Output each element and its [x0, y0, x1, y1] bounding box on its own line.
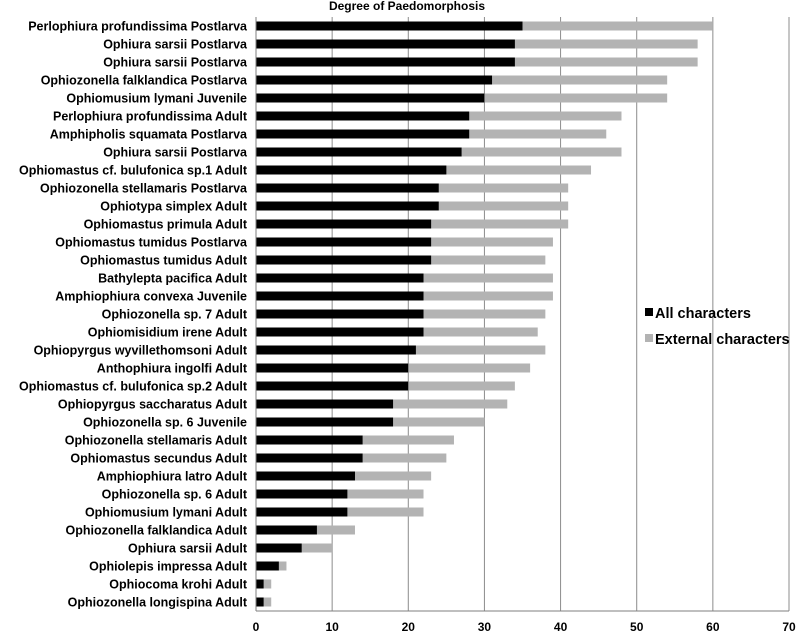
- bar-all-characters: [256, 489, 348, 499]
- category-label: Perlophiura profundissima Postlarva: [28, 20, 248, 34]
- bar-all-characters: [256, 237, 432, 247]
- bar-all-characters: [256, 543, 302, 553]
- category-label: Ophiomusium lymani Adult: [85, 506, 248, 520]
- category-label: Ophiura sarsii Postlarva: [103, 38, 248, 52]
- bar-all-characters: [256, 165, 447, 175]
- bar-all-characters: [256, 363, 409, 373]
- bar-all-characters: [256, 309, 424, 319]
- category-label: Ophiomastus cf. bulufonica sp.1 Adult: [19, 164, 248, 178]
- category-label: Ophiozonella sp. 6 Adult: [102, 488, 248, 502]
- bar-all-characters: [256, 525, 317, 535]
- category-label: Ophiolepis impressa Adult: [89, 560, 248, 574]
- x-tick-label: 70: [782, 620, 796, 634]
- category-label: Amphipholis squamata Postlarva: [50, 128, 248, 142]
- category-label: Ophiozonella sp. 7 Adult: [102, 308, 248, 322]
- bar-all-characters: [256, 21, 523, 31]
- bar-all-characters: [256, 111, 470, 121]
- bar-all-characters: [256, 327, 424, 337]
- category-label: Amphiophiura convexa Juvenile: [55, 290, 247, 304]
- legend-label-external-characters: External characters: [655, 332, 790, 348]
- category-label: Ophiura sarsii Postlarva: [103, 56, 248, 70]
- bar-all-characters: [256, 435, 363, 445]
- category-label: Ophiotypa simplex Adult: [100, 200, 248, 214]
- bar-all-characters: [256, 147, 462, 157]
- category-label: Ophiomastus tumidus Postlarva: [55, 236, 248, 250]
- legend: All characters External characters: [645, 306, 790, 348]
- category-label: Ophiocoma krohi Adult: [109, 578, 248, 592]
- category-label: Ophiozonella stellamaris Adult: [65, 434, 248, 448]
- category-label: Ophiomastus secundus Adult: [70, 452, 247, 466]
- bar-all-characters: [256, 129, 470, 139]
- category-label: Anthophiura ingolfi Adult: [97, 362, 248, 376]
- x-tick-label: 30: [478, 620, 492, 634]
- category-label: Ophiura sarsii Postlarva: [103, 146, 248, 160]
- bar-all-characters: [256, 183, 439, 193]
- bar-all-characters: [256, 399, 394, 409]
- x-tick-label: 10: [325, 620, 339, 634]
- x-tick-label: 60: [706, 620, 720, 634]
- category-label: Ophiomisidium irene Adult: [88, 326, 248, 340]
- category-label: Ophiura sarsii Adult: [128, 542, 248, 556]
- bar-all-characters: [256, 417, 394, 427]
- category-labels: Perlophiura profundissima Postlarva Ophiu…: [19, 20, 248, 610]
- bar-all-characters: [256, 291, 424, 301]
- legend-swatch-external-characters: [645, 334, 653, 342]
- category-label: Ophiozonella sp. 6 Juvenile: [83, 416, 247, 430]
- bar-all-characters: [256, 507, 348, 517]
- bar-all-characters: [256, 579, 264, 589]
- bar-all-characters: [256, 75, 493, 85]
- x-tick-labels: 0 10 20 30 40 50 60 70: [253, 620, 796, 634]
- bar-all-characters: [256, 219, 432, 229]
- x-tick-label: 50: [630, 620, 644, 634]
- category-label: Ophiozonella longispina Adult: [68, 596, 248, 610]
- x-tick-label: 0: [253, 620, 260, 634]
- category-label: Ophiozonella falklandica Adult: [65, 524, 247, 538]
- x-tick-label: 40: [554, 620, 568, 634]
- bar-all-characters: [256, 273, 424, 283]
- category-label: Ophiomusium lymani Juvenile: [66, 92, 247, 106]
- category-label: Amphiophiura latro Adult: [97, 470, 248, 484]
- x-tick-label: 20: [402, 620, 416, 634]
- chart-title: Degree of Paedomorphosis: [329, 0, 485, 13]
- category-label: Ophiomastus cf. bulufonica sp.2 Adult: [19, 380, 248, 394]
- bar-all-characters: [256, 39, 515, 49]
- legend-swatch-all-characters: [645, 308, 653, 316]
- bar-all-characters: [256, 453, 363, 463]
- bar-all-characters: [256, 561, 279, 571]
- legend-label-all-characters: All characters: [655, 306, 751, 322]
- bar-all-characters: [256, 345, 416, 355]
- category-label: Ophiozonella falklandica Postlarva: [41, 74, 248, 88]
- category-label: Ophiozonella stellamaris Postlarva: [40, 182, 248, 196]
- bar-all-characters: [256, 57, 515, 67]
- bar-all-characters: [256, 471, 355, 481]
- category-label: Ophiopyrgus saccharatus Adult: [58, 398, 248, 412]
- category-label: Ophiopyrgus wyvillethomsoni Adult: [34, 344, 248, 358]
- bar-all-characters: [256, 597, 264, 607]
- bars: [256, 21, 713, 607]
- bar-all-characters: [256, 255, 432, 265]
- category-label: Ophiomastus tumidus Adult: [80, 254, 248, 268]
- bar-all-characters: [256, 201, 439, 211]
- category-label: Ophiomastus primula Adult: [84, 218, 248, 232]
- bar-all-characters: [256, 93, 485, 103]
- category-label: Perlophiura profundissima Adult: [53, 110, 248, 124]
- bar-all-characters: [256, 381, 409, 391]
- category-label: Bathylepta pacifica Adult: [98, 272, 248, 286]
